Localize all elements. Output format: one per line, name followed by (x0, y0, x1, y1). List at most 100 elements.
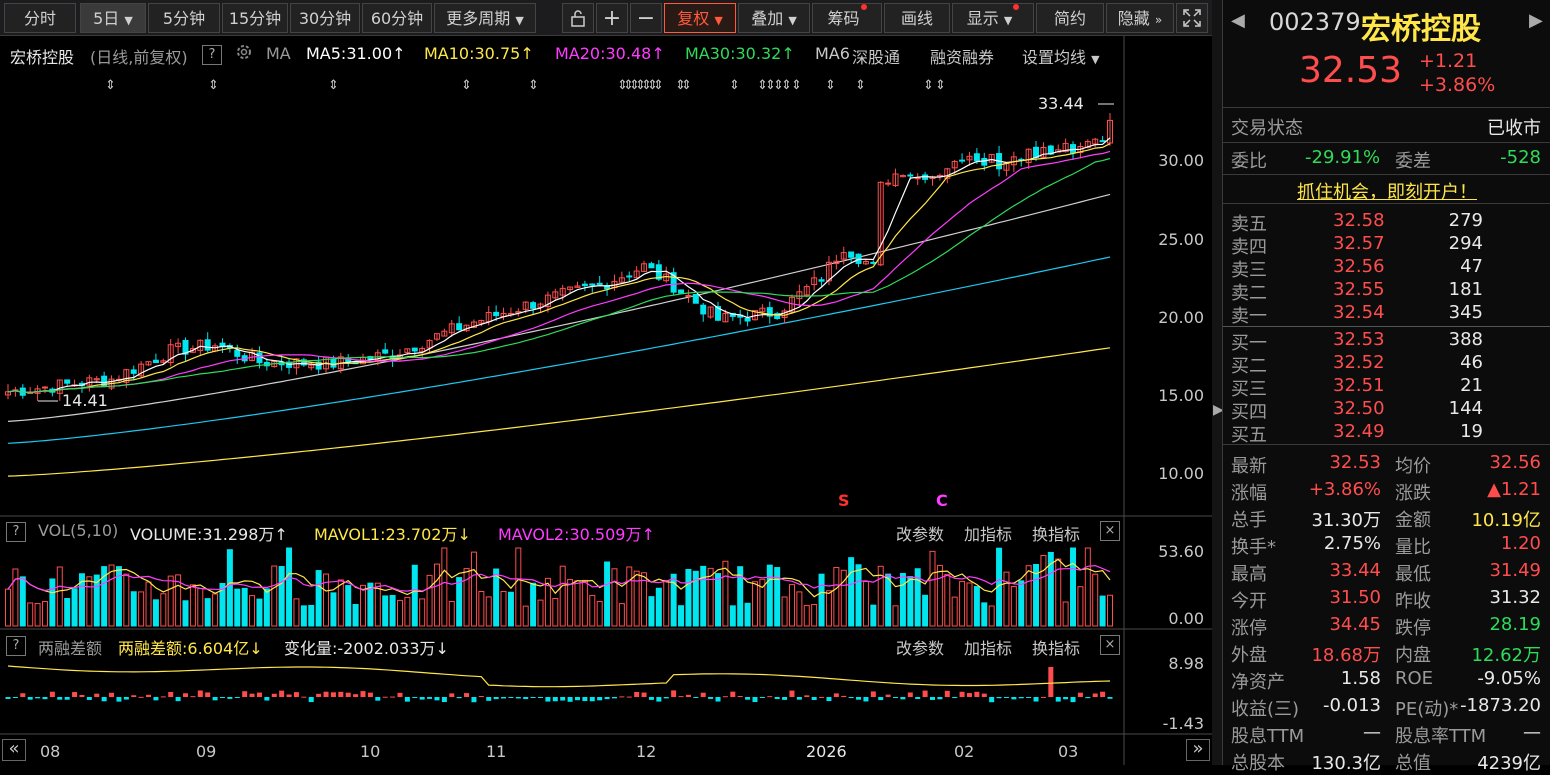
period-tab-60min[interactable]: 60分钟 (362, 3, 432, 33)
volume-bar (101, 566, 108, 627)
divider (1223, 326, 1550, 327)
event-arrow-icon: ⇕ (647, 78, 658, 93)
ask-row[interactable]: 卖五 32.58 279 (1223, 210, 1550, 235)
margin-diff-bar (611, 697, 617, 699)
margin-axis-tick: 8.98 (1168, 654, 1204, 673)
stat-row: 净资产 1.58 ROE -9.05% (1223, 668, 1550, 693)
hide-button[interactable]: 隐藏 » (1106, 3, 1174, 33)
event-arrow-icon: ⇕ (653, 78, 664, 93)
level-volume: 388 (1448, 329, 1483, 350)
fuquan-button[interactable]: 复权 ▼ (664, 3, 736, 33)
margin-diff-bar (1070, 697, 1076, 703)
panel-splitter[interactable]: ▶ (1212, 0, 1224, 765)
vol-add-indicator-button[interactable]: 加指标 (964, 525, 1013, 544)
ma30-value: MA30:30.32↑ (685, 44, 795, 63)
bid-row[interactable]: 买二 32.52 46 (1223, 352, 1550, 377)
candle-body (470, 321, 477, 328)
margin-diff-bars[interactable] (5, 667, 1113, 703)
margin-diff-bar (471, 697, 477, 703)
event-marker-c[interactable]: C (936, 491, 948, 510)
high-price-label: 33.44 (1038, 94, 1084, 113)
period-tab-15min[interactable]: 15分钟 (222, 3, 288, 33)
kline-chart-svg[interactable]: ⇕ ⇕ ⇕ ⇕ ⇕ ⇕⇕⇕⇕⇕⇕⇕ ⇕⇕ ⇕ ⇕⇕⇕⇕ ⇕ ⇕ ⇕ ⇕ ⇕ (0, 36, 1212, 765)
tab-shenguotong[interactable]: 深股通 (852, 48, 901, 67)
vol-switch-indicator-button[interactable]: 换指标 (1032, 525, 1081, 544)
period-tab-minute[interactable]: 分时 (4, 3, 76, 33)
volume-bar (93, 574, 100, 627)
scroll-right-button[interactable]: » (1186, 739, 1210, 761)
candle-body (478, 319, 485, 324)
period-tab-more[interactable]: 更多周期 ▼ (434, 3, 536, 33)
bid-row[interactable]: 买四 32.50 144 (1223, 398, 1550, 423)
volume-bar (1033, 563, 1040, 627)
margin-diff-bar (101, 697, 107, 702)
margin-diff-bar (219, 697, 225, 698)
margin-diff-bar (819, 696, 825, 698)
margin-edit-params-button[interactable]: 改参数 (896, 639, 945, 658)
volume-bar (145, 581, 152, 627)
event-marker-s[interactable]: S (838, 491, 850, 510)
margin-diff-bar (619, 696, 625, 698)
settings-icon[interactable] (234, 42, 254, 66)
vol-close-button[interactable]: × (1100, 519, 1120, 541)
stat-label: 最低 (1395, 564, 1431, 585)
tab-margin-trading[interactable]: 融资融券 (930, 48, 995, 67)
ask-row[interactable]: 卖三 32.56 47 (1223, 256, 1550, 281)
candle-body (722, 312, 729, 323)
zoom-in-button[interactable]: + (596, 3, 628, 33)
stat-value: 12.62万 (1471, 645, 1541, 666)
stat-row: 涨幅 +3.86% 涨跌 ▲1.21 (1223, 479, 1550, 504)
overlay-button[interactable]: 叠加 ▼ (738, 3, 810, 33)
volume-bars[interactable] (5, 547, 1113, 627)
zoom-out-button[interactable]: − (630, 3, 662, 33)
margin-diff-bar (323, 691, 329, 697)
next-stock-arrow-icon[interactable]: ▶ (1529, 10, 1543, 31)
vol-edit-params-button[interactable]: 改参数 (896, 525, 945, 544)
collapse-arrow-icon[interactable]: ▶ (1213, 402, 1224, 418)
ask-row[interactable]: 卖二 32.55 181 (1223, 279, 1550, 304)
margin-switch-indicator-button[interactable]: 换指标 (1032, 639, 1081, 658)
event-markers[interactable]: ⇕ ⇕ ⇕ ⇕ ⇕ ⇕⇕⇕⇕⇕⇕⇕ ⇕⇕ ⇕ ⇕⇕⇕⇕ ⇕ ⇕ ⇕ ⇕ ⇕ (105, 78, 946, 93)
scroll-left-button[interactable]: « (2, 739, 26, 761)
margin-diff-bar (72, 692, 78, 697)
candle-body (308, 364, 315, 369)
chart-stock-name: 宏桥控股 (10, 48, 75, 67)
stat-label: 涨停 (1231, 618, 1267, 639)
margin-diff-bar (796, 697, 802, 700)
simple-button[interactable]: 简约 (1036, 3, 1104, 33)
stat-row: 今开 31.50 昨收 31.32 (1223, 587, 1550, 612)
bid-row[interactable]: 买一 32.53 388 (1223, 329, 1550, 354)
bid-row[interactable]: 买三 32.51 21 (1223, 375, 1550, 400)
margin-add-indicator-button[interactable]: 加指标 (964, 639, 1013, 658)
period-tab-5min[interactable]: 5分钟 (148, 3, 220, 33)
candle-body (803, 286, 810, 296)
volume-bar (788, 584, 795, 627)
draw-button[interactable]: 画线 (884, 3, 950, 33)
margin-diff-bar (737, 696, 743, 698)
margin-help-button[interactable]: ? (6, 634, 26, 656)
vol-help-button[interactable]: ? (6, 520, 26, 542)
unlock-icon[interactable] (562, 3, 594, 33)
kline-chart-area[interactable]: ⇕ ⇕ ⇕ ⇕ ⇕ ⇕ ⇕ ⇕ ⇕ ⇕ ⇕ ⇕ ⇕ ⇕ ⇕ ⇕ ⇕ ⇕ ⇕ ⇕ ⇕ ⇕ ⇕ ⇕ 宏桥控股 (日线,前复权) ?… (0, 36, 1212, 765)
expand-icon[interactable] (1176, 3, 1208, 33)
bid-row[interactable]: 买五 32.49 19 (1223, 421, 1550, 446)
help-button[interactable]: ? (202, 43, 222, 65)
period-tab-30min[interactable]: 30分钟 (290, 3, 360, 33)
candle-body (973, 153, 980, 162)
chouma-button[interactable]: 筹码 (812, 3, 882, 33)
open-account-link[interactable]: 抓住机会，即刻开户！ (1297, 182, 1477, 203)
period-tab-5day[interactable]: 5日 ▼ (80, 3, 146, 33)
prev-stock-arrow-icon[interactable]: ◀ (1231, 10, 1245, 31)
tab-set-ma[interactable]: 设置均线 ▼ (1022, 44, 1100, 68)
margin-close-button[interactable]: × (1100, 633, 1120, 655)
ma120-line (7, 256, 1111, 444)
margin-diff-line (7, 665, 1111, 688)
ask-row[interactable]: 卖四 32.57 294 (1223, 233, 1550, 258)
margin-diff-bar (752, 697, 758, 703)
ask-row[interactable]: 卖一 32.54 345 (1223, 302, 1550, 327)
display-button[interactable]: 显示 ▼ (952, 3, 1034, 33)
candle-body (796, 291, 803, 300)
margin-change: 变化量:-2002.033万↓ (284, 635, 449, 659)
candle-body (197, 339, 204, 351)
chouma-label: 筹码 (827, 9, 860, 28)
